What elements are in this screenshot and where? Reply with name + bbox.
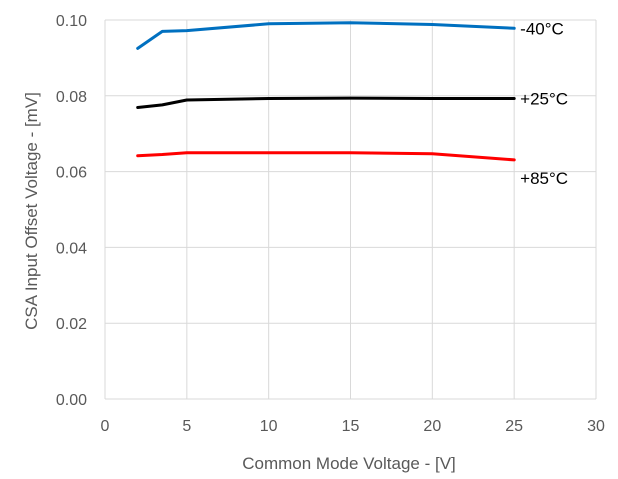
series-labels: -40°C +25°C +85°C [520, 19, 568, 188]
y-tick-label: 0.00 [56, 392, 87, 409]
x-axis-label: Common Mode Voltage - [V] [242, 454, 456, 473]
y-axis-ticks: 0.00 0.02 0.04 0.06 0.08 0.10 [56, 13, 87, 409]
grid [104, 19, 597, 400]
x-tick-label: 30 [587, 418, 605, 435]
series-line [136, 21, 516, 50]
series-label: +85°C [520, 169, 568, 188]
x-tick-label: 0 [101, 418, 110, 435]
x-tick-label: 5 [182, 418, 191, 435]
x-tick-label: 25 [505, 418, 523, 435]
x-tick-label: 20 [423, 418, 441, 435]
y-tick-label: 0.04 [56, 240, 87, 257]
y-tick-label: 0.10 [56, 13, 87, 30]
x-tick-label: 15 [342, 418, 360, 435]
series-label: -40°C [520, 19, 564, 38]
y-tick-label: 0.02 [56, 316, 87, 333]
x-axis-ticks: 0 5 10 15 20 25 30 [101, 418, 605, 435]
series-line [136, 96, 516, 109]
y-tick-label: 0.06 [56, 165, 87, 182]
series-lines [136, 21, 516, 162]
series-line [136, 151, 516, 162]
y-tick-label: 0.08 [56, 89, 87, 106]
y-axis-label: CSA Input Offset Voltage - [mV] [22, 92, 41, 330]
x-tick-label: 10 [260, 418, 278, 435]
series-label: +25°C [520, 89, 568, 108]
